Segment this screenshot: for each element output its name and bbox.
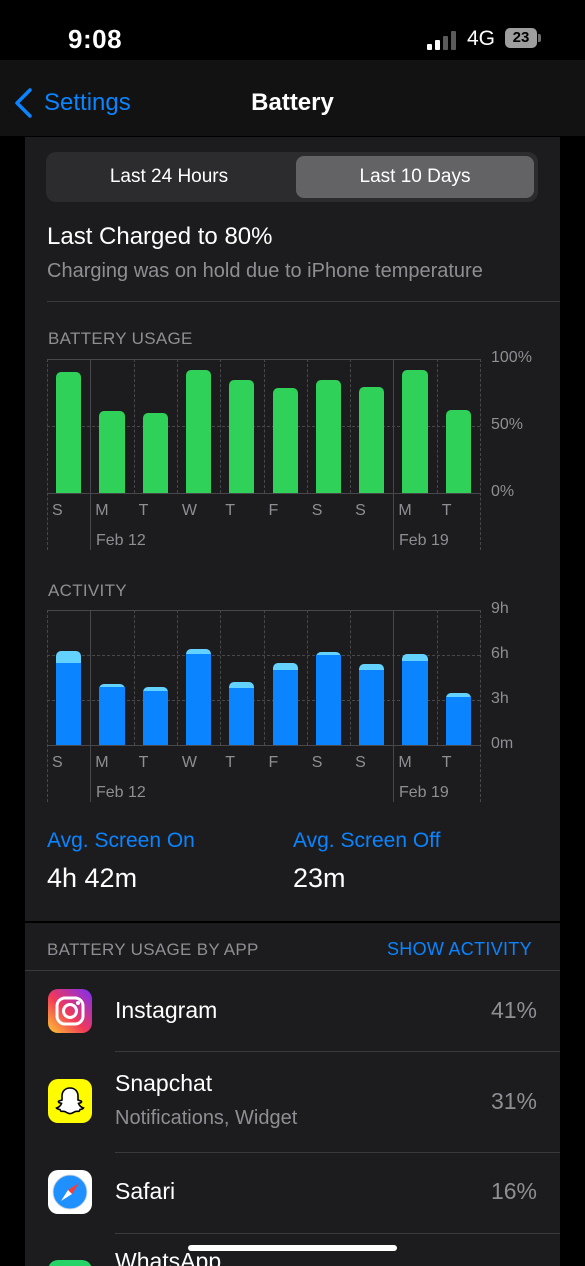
divider: [115, 1152, 560, 1153]
network-type: 4G: [467, 27, 496, 50]
charging-hold-note: Charging was on hold due to iPhone tempe…: [47, 260, 483, 282]
divider: [115, 1233, 560, 1234]
app-name: Instagram: [115, 997, 218, 1023]
battery-icon: 23: [505, 28, 537, 48]
app-percent: 31%: [490, 1088, 537, 1114]
app-percent: 41%: [490, 997, 537, 1023]
app-name: WhatsApp: [115, 1248, 222, 1266]
segment-last-10-days[interactable]: Last 10 Days: [296, 156, 534, 198]
back-button[interactable]: Settings: [44, 89, 131, 116]
whatsapp-icon: [48, 1260, 92, 1266]
app-row-safari[interactable]: [25, 1153, 560, 1233]
divider: [25, 970, 560, 971]
chevron-left-icon[interactable]: [12, 86, 36, 120]
avg-screen-on-value: 4h 42m: [47, 863, 138, 893]
status-time: 9:08: [68, 24, 123, 54]
app-row-whatsapp[interactable]: WhatsApp: [25, 1234, 560, 1266]
battery-tip: [538, 34, 541, 42]
app-name: Snapchat: [115, 1070, 213, 1096]
show-activity-button[interactable]: SHOW ACTIVITY: [387, 939, 532, 959]
avg-screen-off-label: Avg. Screen Off: [293, 829, 441, 852]
segment-last-24-hours[interactable]: Last 24 Hours: [109, 166, 229, 187]
divider: [115, 1051, 560, 1052]
cellular-signal-icon: [427, 30, 461, 50]
usage-by-app-heading: BATTERY USAGE BY APP: [47, 940, 259, 959]
app-row-instagram[interactable]: [25, 971, 560, 1051]
battery-usage-heading: BATTERY USAGE: [48, 329, 193, 348]
divider: [47, 301, 560, 302]
home-indicator: [188, 1245, 397, 1251]
page-title: Battery: [251, 89, 334, 116]
app-percent: 16%: [490, 1178, 537, 1204]
activity-heading: ACTIVITY: [48, 581, 127, 600]
snapchat-icon: [48, 1079, 92, 1123]
app-row-snapchat[interactable]: [25, 1052, 560, 1152]
avg-screen-off-value: 23m: [293, 863, 346, 893]
last-charged-title: Last Charged to 80%: [47, 223, 273, 250]
navigation-bar: [0, 60, 585, 136]
avg-screen-on-label: Avg. Screen On: [47, 829, 195, 852]
app-detail: Notifications, Widget: [115, 1107, 298, 1129]
app-name: Safari: [115, 1178, 176, 1204]
section-separator: [25, 921, 560, 923]
instagram-icon: [48, 989, 92, 1033]
safari-icon: [48, 1170, 92, 1214]
